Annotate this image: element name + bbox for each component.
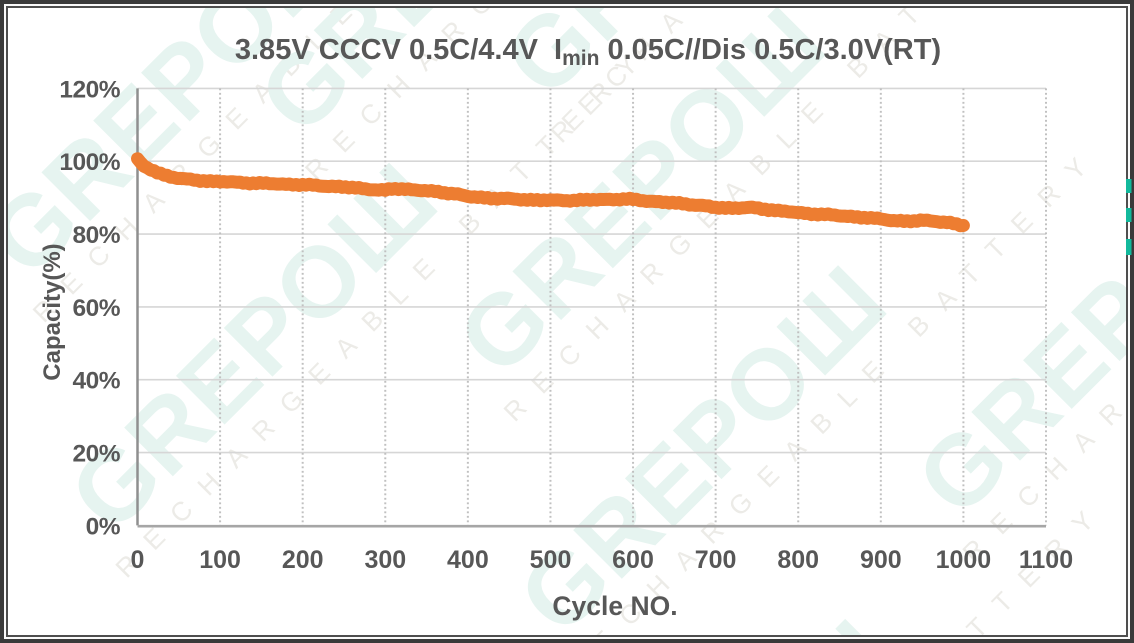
svg-text:500: 500: [530, 546, 572, 574]
svg-text:900: 900: [860, 546, 902, 574]
svg-text:60%: 60%: [72, 295, 120, 322]
svg-text:700: 700: [695, 546, 737, 574]
svg-text:0: 0: [131, 546, 145, 574]
svg-text:1100: 1100: [1019, 546, 1073, 574]
svg-text:100: 100: [199, 546, 241, 574]
svg-text:80%: 80%: [72, 222, 120, 249]
svg-text:40%: 40%: [72, 368, 120, 395]
svg-text:Capacity(%): Capacity(%): [39, 243, 66, 380]
svg-text:Cycle NO.: Cycle NO.: [552, 591, 677, 621]
svg-text:600: 600: [612, 546, 654, 574]
svg-text:120%: 120%: [59, 76, 120, 103]
svg-text:1000: 1000: [936, 546, 992, 574]
svg-text:300: 300: [364, 546, 406, 574]
svg-text:800: 800: [777, 546, 819, 574]
svg-text:100%: 100%: [59, 149, 120, 176]
svg-text:400: 400: [447, 546, 489, 574]
svg-text:20%: 20%: [72, 441, 120, 468]
svg-text:200: 200: [282, 546, 324, 574]
svg-text:0%: 0%: [86, 513, 121, 540]
